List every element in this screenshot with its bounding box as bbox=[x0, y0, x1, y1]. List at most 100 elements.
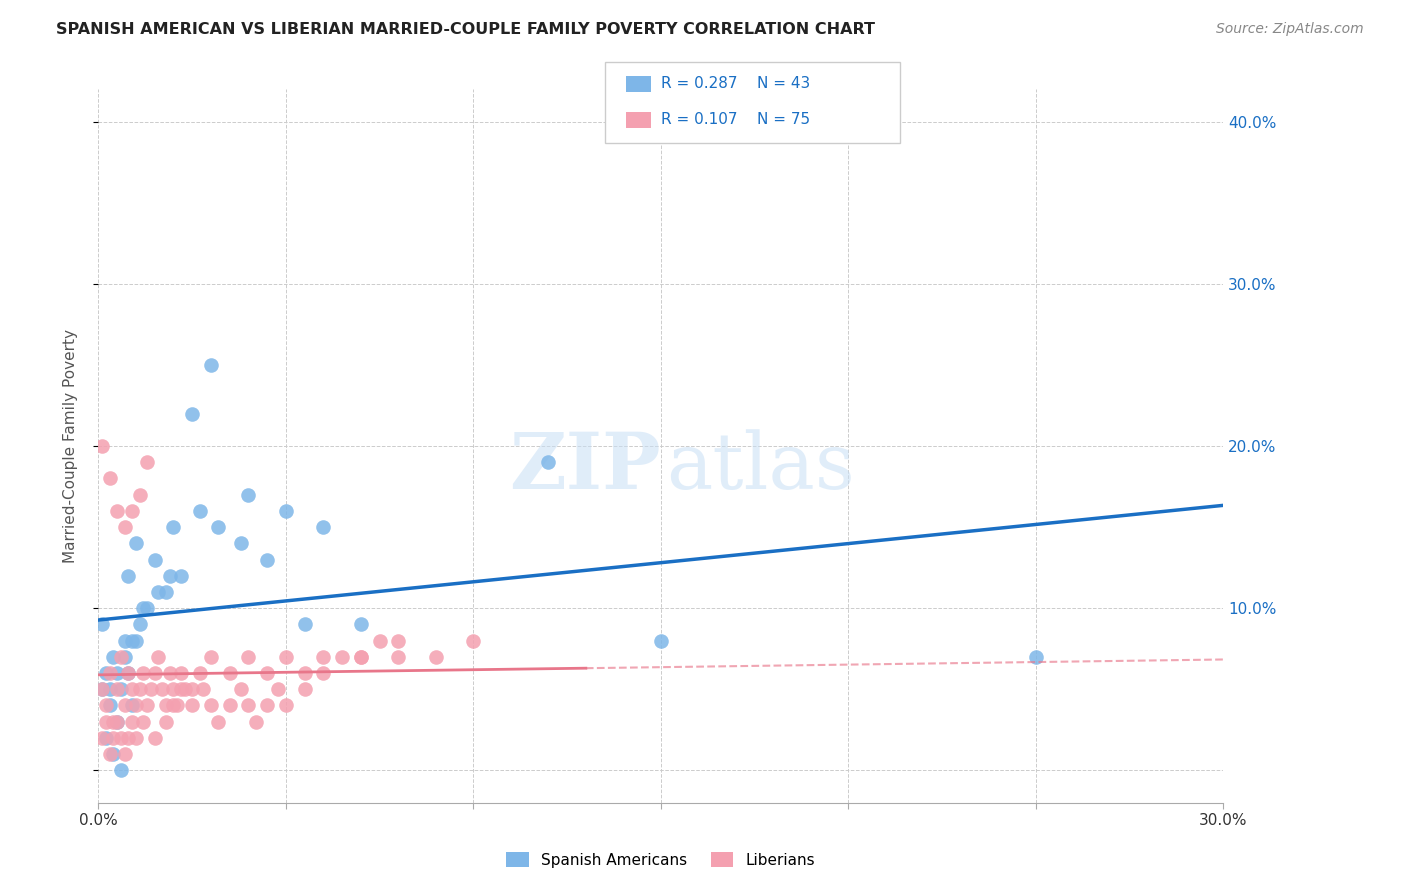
Point bbox=[125, 536, 148, 550]
Point bbox=[200, 358, 222, 372]
Point bbox=[91, 682, 114, 697]
Point bbox=[245, 714, 267, 729]
Point bbox=[173, 682, 195, 697]
Point bbox=[128, 617, 150, 632]
Point bbox=[105, 714, 128, 729]
Point bbox=[125, 633, 148, 648]
Point bbox=[117, 666, 139, 681]
Point bbox=[110, 682, 132, 697]
Point bbox=[98, 471, 121, 485]
Point bbox=[155, 698, 177, 713]
Point bbox=[350, 617, 373, 632]
Point bbox=[256, 698, 278, 713]
Text: Source: ZipAtlas.com: Source: ZipAtlas.com bbox=[1216, 22, 1364, 37]
Point bbox=[170, 568, 193, 582]
Point bbox=[294, 666, 316, 681]
Point bbox=[94, 714, 117, 729]
Point bbox=[103, 731, 125, 745]
Point bbox=[136, 601, 159, 615]
Point bbox=[114, 633, 136, 648]
Point bbox=[94, 731, 117, 745]
Point bbox=[98, 666, 121, 681]
Point bbox=[207, 714, 229, 729]
Point bbox=[238, 649, 260, 664]
Point bbox=[117, 568, 139, 582]
Point bbox=[537, 455, 560, 469]
Point bbox=[181, 682, 204, 697]
Point bbox=[350, 649, 373, 664]
Point bbox=[105, 682, 128, 697]
Point bbox=[155, 714, 177, 729]
Point bbox=[256, 552, 278, 566]
Point bbox=[312, 666, 335, 681]
Point bbox=[103, 747, 125, 761]
Point bbox=[114, 520, 136, 534]
Point bbox=[94, 666, 117, 681]
Point bbox=[229, 682, 252, 697]
Point bbox=[91, 617, 114, 632]
Legend: Spanish Americans, Liberians: Spanish Americans, Liberians bbox=[501, 846, 821, 873]
Point bbox=[267, 682, 290, 697]
Point bbox=[121, 633, 143, 648]
Point bbox=[218, 666, 240, 681]
Text: atlas: atlas bbox=[666, 430, 855, 505]
Point bbox=[103, 714, 125, 729]
Point bbox=[387, 649, 409, 664]
Point bbox=[110, 649, 132, 664]
Point bbox=[238, 488, 260, 502]
Point bbox=[105, 666, 128, 681]
Point bbox=[162, 698, 184, 713]
Point bbox=[94, 698, 117, 713]
Point bbox=[200, 698, 222, 713]
Point bbox=[312, 649, 335, 664]
Point bbox=[91, 731, 114, 745]
Point bbox=[148, 649, 170, 664]
Point bbox=[181, 698, 204, 713]
Point bbox=[143, 666, 166, 681]
Point bbox=[114, 747, 136, 761]
Point bbox=[98, 747, 121, 761]
Point bbox=[150, 682, 173, 697]
Point bbox=[162, 520, 184, 534]
Point bbox=[98, 698, 121, 713]
Point bbox=[312, 520, 335, 534]
Point bbox=[117, 666, 139, 681]
Point bbox=[166, 698, 188, 713]
Point bbox=[207, 520, 229, 534]
Point bbox=[121, 714, 143, 729]
Point bbox=[162, 682, 184, 697]
Text: ZIP: ZIP bbox=[509, 429, 661, 506]
Point bbox=[128, 682, 150, 697]
Point bbox=[121, 682, 143, 697]
Point bbox=[136, 698, 159, 713]
Point bbox=[132, 666, 155, 681]
Text: R = 0.287    N = 43: R = 0.287 N = 43 bbox=[661, 77, 810, 91]
Point bbox=[274, 649, 297, 664]
Point bbox=[105, 504, 128, 518]
Point bbox=[188, 504, 211, 518]
Point bbox=[368, 633, 391, 648]
Point bbox=[105, 714, 128, 729]
Point bbox=[143, 731, 166, 745]
Point bbox=[121, 504, 143, 518]
Point bbox=[125, 731, 148, 745]
Point bbox=[132, 714, 155, 729]
Point bbox=[294, 682, 316, 697]
Point bbox=[110, 764, 132, 778]
Point bbox=[425, 649, 447, 664]
Point bbox=[294, 617, 316, 632]
Point bbox=[125, 698, 148, 713]
Point bbox=[274, 504, 297, 518]
Point bbox=[188, 666, 211, 681]
Point bbox=[132, 601, 155, 615]
Text: R = 0.107    N = 75: R = 0.107 N = 75 bbox=[661, 112, 810, 127]
Point bbox=[159, 666, 181, 681]
Point bbox=[136, 455, 159, 469]
Point bbox=[98, 682, 121, 697]
Point bbox=[229, 536, 252, 550]
Point bbox=[155, 585, 177, 599]
Point bbox=[463, 633, 485, 648]
Point bbox=[330, 649, 353, 664]
Point bbox=[350, 649, 373, 664]
Point bbox=[181, 407, 204, 421]
